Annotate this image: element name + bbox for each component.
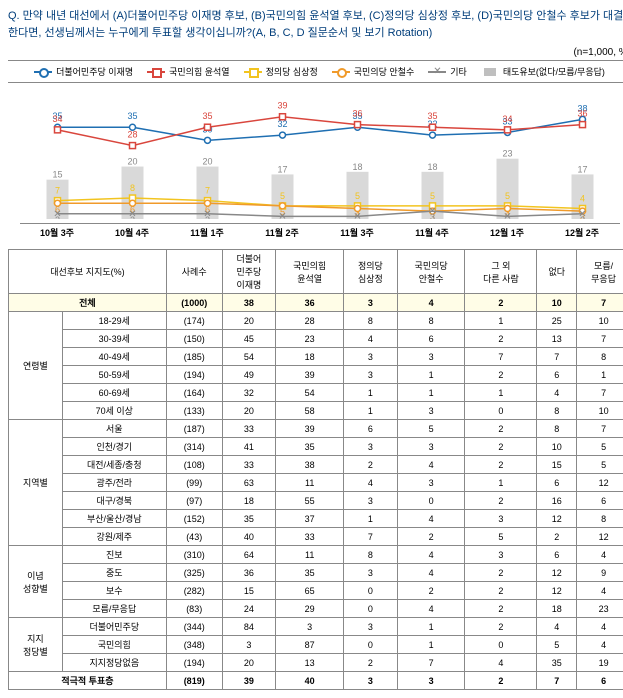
svg-text:2: 2 bbox=[204, 215, 209, 219]
svg-text:18: 18 bbox=[427, 162, 437, 172]
column-header: 모름/무응답 bbox=[577, 250, 623, 294]
svg-text:5: 5 bbox=[429, 191, 434, 201]
row-name: 18-29세 bbox=[62, 312, 166, 330]
svg-text:2: 2 bbox=[54, 215, 59, 219]
column-header: 그 외다른 사람 bbox=[465, 250, 537, 294]
svg-text:35: 35 bbox=[127, 111, 137, 121]
row-name: 모름/무응답 bbox=[62, 600, 166, 618]
row-name: 더불어민주당 bbox=[62, 618, 166, 636]
row-name: 40-49세 bbox=[62, 348, 166, 366]
svg-text:4: 4 bbox=[579, 194, 584, 204]
row-name: 50-59세 bbox=[62, 366, 166, 384]
row-name: 국민의힘 bbox=[62, 636, 166, 654]
svg-text:17: 17 bbox=[277, 164, 287, 174]
svg-text:35: 35 bbox=[202, 111, 212, 121]
legend-item: 더불어민주당 이재명 bbox=[34, 65, 133, 78]
svg-text:15: 15 bbox=[52, 170, 62, 180]
svg-text:5: 5 bbox=[504, 191, 509, 201]
footer-label: 적극적 투표층 bbox=[9, 672, 167, 690]
legend-item: 정의당 심상정 bbox=[244, 65, 318, 78]
svg-text:1: 1 bbox=[279, 217, 284, 219]
question-text: Q. 만약 내년 대선에서 (A)더불어민주당 이재명 후보, (B)국민의힘 … bbox=[8, 8, 623, 41]
svg-text:3: 3 bbox=[429, 212, 434, 219]
row-name: 지지정당없음 bbox=[62, 654, 166, 672]
svg-text:23: 23 bbox=[502, 149, 512, 159]
svg-text:32: 32 bbox=[277, 119, 287, 129]
row-name: 부산/울산/경남 bbox=[62, 510, 166, 528]
legend-item: 국민의힘 윤석열 bbox=[147, 65, 229, 78]
row-name: 중도 bbox=[62, 564, 166, 582]
row-name: 대전/세종/충청 bbox=[62, 456, 166, 474]
svg-text:35: 35 bbox=[427, 111, 437, 121]
row-name: 서울 bbox=[62, 420, 166, 438]
row-name: 70세 이상 bbox=[62, 402, 166, 420]
group-label: 연령별 bbox=[9, 312, 63, 420]
total-label: 전체 bbox=[9, 294, 167, 312]
svg-text:5: 5 bbox=[354, 191, 359, 201]
svg-text:1: 1 bbox=[504, 217, 509, 219]
legend-item: 국민의당 안철수 bbox=[332, 65, 414, 78]
row-name: 광주/전라 bbox=[62, 474, 166, 492]
row-name: 강원/제주 bbox=[62, 528, 166, 546]
svg-text:7: 7 bbox=[204, 186, 209, 196]
chart-x-labels: 10월 3주10월 4주11월 1주11월 2주11월 3주11월 4주12월 … bbox=[20, 223, 620, 239]
sample-size: (n=1,000, %) bbox=[8, 47, 623, 58]
svg-text:34: 34 bbox=[502, 114, 512, 124]
svg-text:17: 17 bbox=[577, 164, 587, 174]
svg-text:36: 36 bbox=[577, 109, 587, 119]
svg-text:8: 8 bbox=[129, 183, 134, 193]
column-header: 더불어민주당이재명 bbox=[222, 250, 276, 294]
svg-text:18: 18 bbox=[352, 162, 362, 172]
svg-text:34: 34 bbox=[52, 114, 62, 124]
legend-item: ✕기타 bbox=[428, 65, 467, 78]
row-name: 진보 bbox=[62, 546, 166, 564]
column-header: 정의당심상정 bbox=[344, 250, 398, 294]
row-name: 60-69세 bbox=[62, 384, 166, 402]
group-label: 지역별 bbox=[9, 420, 63, 546]
svg-text:1: 1 bbox=[354, 217, 359, 219]
svg-text:20: 20 bbox=[127, 157, 137, 167]
chart-legend: 더불어민주당 이재명 국민의힘 윤석열 정의당 심상정 국민의당 안철수 ✕기타 태도유보… bbox=[8, 60, 623, 83]
column-header: 사례수 bbox=[166, 250, 222, 294]
row-name: 대구/경북 bbox=[62, 492, 166, 510]
svg-text:2: 2 bbox=[579, 215, 584, 219]
column-header: 없다 bbox=[537, 250, 577, 294]
column-header: 국민의당안철수 bbox=[397, 250, 465, 294]
column-header: 국민의힘윤석열 bbox=[276, 250, 344, 294]
group-label: 이념성향별 bbox=[9, 546, 63, 618]
svg-text:39: 39 bbox=[277, 101, 287, 111]
header-title: 대선후보 지지도(%) bbox=[9, 250, 167, 294]
svg-text:2: 2 bbox=[129, 215, 134, 219]
svg-text:36: 36 bbox=[352, 109, 362, 119]
row-name: 보수 bbox=[62, 582, 166, 600]
svg-text:7: 7 bbox=[54, 186, 59, 196]
legend-item: 태도유보(없다/모름/무응답) bbox=[481, 65, 605, 78]
row-name: 30-39세 bbox=[62, 330, 166, 348]
data-table: 대선후보 지지도(%)사례수더불어민주당이재명국민의힘윤석열정의당심상정국민의당… bbox=[8, 249, 623, 690]
svg-text:5: 5 bbox=[279, 191, 284, 201]
svg-text:20: 20 bbox=[202, 157, 212, 167]
group-label: 지지정당별 bbox=[9, 618, 63, 672]
svg-text:28: 28 bbox=[127, 130, 137, 140]
line-bar-chart: 1520201718182317353530323532333834283539… bbox=[20, 89, 620, 219]
row-name: 인천/경기 bbox=[62, 438, 166, 456]
